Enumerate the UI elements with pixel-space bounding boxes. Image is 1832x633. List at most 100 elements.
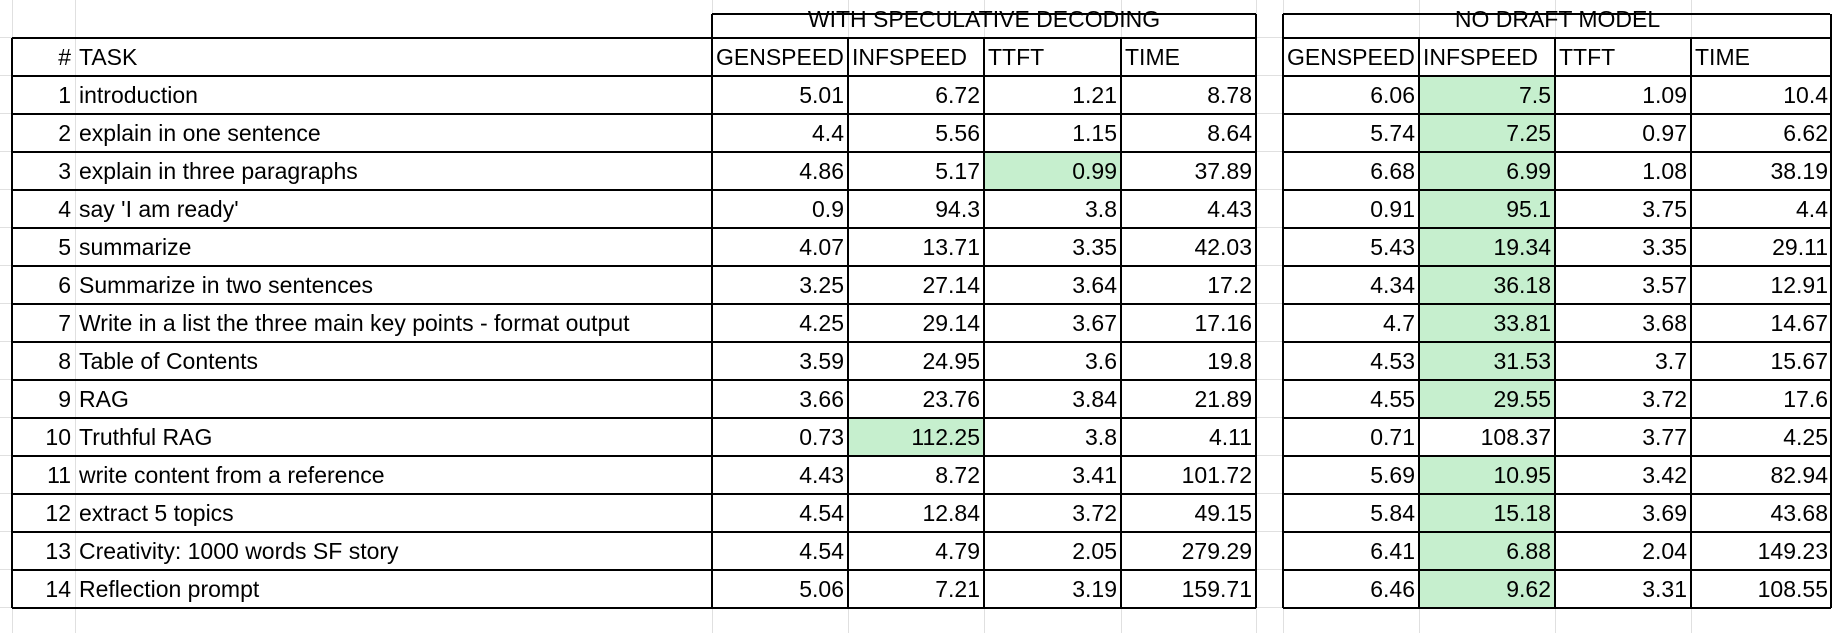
nodraft-value-cell[interactable]: 82.94 — [1770, 462, 1828, 488]
task-name-cell[interactable]: say 'I am ready' — [79, 196, 239, 222]
nodraft-value-cell[interactable]: 5.74 — [1370, 120, 1415, 146]
spec-value-cell[interactable]: 23.76 — [922, 386, 980, 412]
nodraft-value-cell[interactable]: 3.69 — [1642, 500, 1687, 526]
task-name-cell[interactable]: Truthful RAG — [79, 424, 213, 450]
row-index[interactable]: 7 — [58, 310, 71, 336]
column-header-spec-2[interactable]: TTFT — [988, 44, 1045, 70]
spec-value-cell[interactable]: 42.03 — [1194, 234, 1252, 260]
spec-value-cell[interactable]: 3.66 — [799, 386, 844, 412]
spec-value-cell[interactable]: 13.71 — [922, 234, 980, 260]
row-index[interactable]: 13 — [45, 538, 71, 564]
spec-value-cell[interactable]: 3.72 — [1072, 500, 1117, 526]
nodraft-value-cell[interactable]: 6.06 — [1370, 82, 1415, 108]
spec-value-cell[interactable]: 4.43 — [799, 462, 844, 488]
spec-value-cell[interactable]: 3.84 — [1072, 386, 1117, 412]
nodraft-value-cell[interactable]: 3.77 — [1642, 424, 1687, 450]
nodraft-value-cell[interactable]: 95.1 — [1419, 190, 1555, 228]
nodraft-value-cell[interactable]: 15.18 — [1419, 494, 1555, 532]
spec-value-cell[interactable]: 4.86 — [799, 158, 844, 184]
spec-value-cell[interactable]: 0.99 — [984, 152, 1121, 190]
nodraft-value-cell[interactable]: 19.34 — [1419, 228, 1555, 266]
spec-value-cell[interactable]: 8.72 — [935, 462, 980, 488]
nodraft-value-cell[interactable]: 3.7 — [1655, 348, 1687, 374]
spec-value-cell[interactable]: 17.16 — [1194, 310, 1252, 336]
column-header-spec-1[interactable]: INFSPEED — [852, 44, 968, 70]
nodraft-value-cell[interactable]: 4.4 — [1796, 196, 1828, 222]
spec-value-cell[interactable]: 5.06 — [799, 576, 844, 602]
nodraft-value-cell[interactable]: 3.68 — [1642, 310, 1687, 336]
nodraft-value-cell[interactable]: 3.57 — [1642, 272, 1687, 298]
nodraft-value-cell[interactable]: 31.53 — [1419, 342, 1555, 380]
spec-value-cell[interactable]: 3.6 — [1085, 348, 1117, 374]
row-index[interactable]: 14 — [45, 576, 71, 602]
spec-value-cell[interactable]: 0.9 — [812, 196, 844, 222]
section-header-no-draft[interactable]: NO DRAFT MODEL — [1454, 6, 1661, 32]
row-index[interactable]: 11 — [47, 462, 71, 488]
nodraft-value-cell[interactable]: 6.41 — [1370, 538, 1415, 564]
spec-value-cell[interactable]: 101.72 — [1181, 462, 1252, 488]
nodraft-value-cell[interactable]: 6.46 — [1370, 576, 1415, 602]
nodraft-value-cell[interactable]: 5.84 — [1370, 500, 1415, 526]
spec-value-cell[interactable]: 1.15 — [1072, 120, 1117, 146]
spec-value-cell[interactable]: 19.8 — [1207, 348, 1252, 374]
nodraft-value-cell[interactable]: 3.42 — [1642, 462, 1687, 488]
spec-value-cell[interactable]: 3.35 — [1072, 234, 1117, 260]
nodraft-value-cell[interactable]: 29.11 — [1772, 234, 1828, 260]
nodraft-value-cell[interactable]: 33.81 — [1419, 304, 1555, 342]
column-header-task[interactable]: TASK — [79, 44, 138, 70]
spec-value-cell[interactable]: 3.19 — [1072, 576, 1117, 602]
spec-value-cell[interactable]: 4.25 — [799, 310, 844, 336]
task-name-cell[interactable]: Summarize in two sentences — [79, 272, 374, 298]
spec-value-cell[interactable]: 279.29 — [1181, 538, 1252, 564]
nodraft-value-cell[interactable]: 6.99 — [1419, 152, 1555, 190]
nodraft-value-cell[interactable]: 2.04 — [1642, 538, 1687, 564]
spec-value-cell[interactable]: 3.8 — [1085, 196, 1117, 222]
row-index[interactable]: 2 — [58, 120, 71, 146]
spec-value-cell[interactable]: 3.59 — [799, 348, 844, 374]
row-index[interactable]: 10 — [45, 424, 71, 450]
nodraft-value-cell[interactable]: 6.68 — [1370, 158, 1415, 184]
spec-value-cell[interactable]: 29.14 — [922, 310, 980, 336]
nodraft-value-cell[interactable]: 0.71 — [1370, 424, 1415, 450]
nodraft-value-cell[interactable]: 0.97 — [1642, 120, 1687, 146]
task-name-cell[interactable]: introduction — [79, 82, 198, 108]
spec-value-cell[interactable]: 3.41 — [1072, 462, 1117, 488]
nodraft-value-cell[interactable]: 3.31 — [1642, 576, 1687, 602]
spec-value-cell[interactable]: 6.72 — [935, 82, 980, 108]
spec-value-cell[interactable]: 8.64 — [1207, 120, 1252, 146]
nodraft-value-cell[interactable]: 36.18 — [1419, 266, 1555, 304]
spec-value-cell[interactable]: 3.67 — [1072, 310, 1117, 336]
row-index[interactable]: 8 — [58, 348, 71, 374]
nodraft-value-cell[interactable]: 10.95 — [1419, 456, 1555, 494]
nodraft-value-cell[interactable]: 3.72 — [1642, 386, 1687, 412]
spec-value-cell[interactable]: 4.07 — [799, 234, 844, 260]
column-header-nodraft-1[interactable]: INFSPEED — [1423, 44, 1539, 70]
spec-value-cell[interactable]: 21.89 — [1194, 386, 1252, 412]
row-index[interactable]: 12 — [45, 500, 71, 526]
spec-value-cell[interactable]: 4.4 — [812, 120, 844, 146]
nodraft-value-cell[interactable]: 3.75 — [1642, 196, 1687, 222]
nodraft-value-cell[interactable]: 108.55 — [1757, 576, 1828, 602]
column-header-spec-3[interactable]: TIME — [1125, 44, 1180, 70]
nodraft-value-cell[interactable]: 7.5 — [1419, 76, 1555, 114]
task-name-cell[interactable]: Reflection prompt — [79, 576, 260, 602]
spec-value-cell[interactable]: 4.79 — [935, 538, 980, 564]
column-header-nodraft-0[interactable]: GENSPEED — [1287, 44, 1415, 70]
spec-value-cell[interactable]: 3.64 — [1072, 272, 1117, 298]
nodraft-value-cell[interactable]: 14.67 — [1770, 310, 1828, 336]
spec-value-cell[interactable]: 24.95 — [922, 348, 980, 374]
row-index[interactable]: 4 — [58, 196, 71, 222]
spec-value-cell[interactable]: 12.84 — [922, 500, 980, 526]
nodraft-value-cell[interactable]: 6.88 — [1419, 532, 1555, 570]
row-index[interactable]: 1 — [58, 82, 71, 108]
nodraft-value-cell[interactable]: 15.67 — [1770, 348, 1828, 374]
task-name-cell[interactable]: Creativity: 1000 words SF story — [79, 538, 399, 564]
spec-value-cell[interactable]: 3.25 — [799, 272, 844, 298]
nodraft-value-cell[interactable]: 1.09 — [1642, 82, 1687, 108]
task-name-cell[interactable]: extract 5 topics — [79, 500, 234, 526]
nodraft-value-cell[interactable]: 4.34 — [1370, 272, 1415, 298]
spec-value-cell[interactable]: 17.2 — [1207, 272, 1252, 298]
column-header-spec-0[interactable]: GENSPEED — [716, 44, 844, 70]
row-index[interactable]: 5 — [58, 234, 71, 260]
spec-value-cell[interactable]: 4.54 — [799, 500, 844, 526]
